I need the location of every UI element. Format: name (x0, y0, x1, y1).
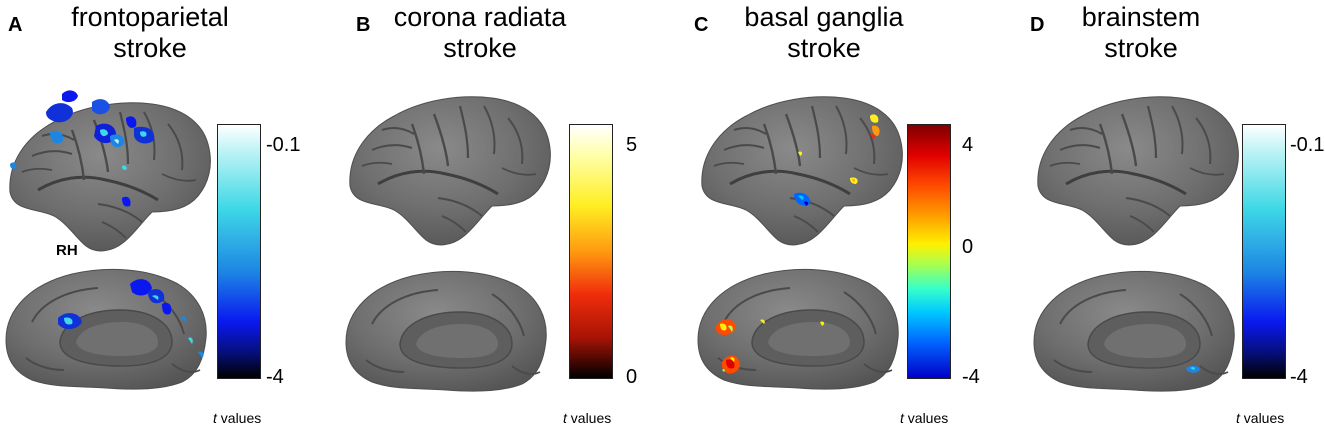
t-symbol: t (563, 410, 567, 426)
panel-title-line2: stroke (787, 33, 861, 63)
panel-b: B corona radiata stroke 5 0 t values (340, 0, 671, 430)
activation-clusters (716, 319, 825, 374)
panel-title: frontoparietal stroke (50, 2, 250, 64)
colorbar (907, 124, 951, 379)
panel-title: corona radiata stroke (380, 2, 580, 64)
medial-brain-surface (697, 268, 900, 391)
activation-clusters (10, 90, 155, 207)
lateral-brain-surface (348, 95, 552, 247)
panel-letter: C (694, 14, 709, 36)
activation-clusters (794, 114, 880, 206)
colorbar-min-label: -4 (962, 366, 980, 388)
colorbar (569, 124, 613, 379)
panel-d: D brainstem stroke -0.1 -4 t values (1026, 0, 1325, 430)
colorbar-max-label: 5 (626, 134, 638, 156)
colorbar-unit-label: t values (900, 410, 948, 426)
hemisphere-label: RH (56, 242, 78, 259)
panel-a: A frontoparietal stroke RH (0, 0, 331, 430)
colorbar-max-label: -0.1 (1290, 134, 1325, 156)
medial-brain-surface (5, 268, 208, 391)
panel-title: basal ganglia stroke (724, 2, 924, 64)
unit-text: values (907, 410, 949, 426)
panel-letter: A (8, 14, 23, 36)
panel-letter: D (1030, 14, 1045, 36)
panel-title-line2: stroke (1104, 33, 1178, 63)
colorbar-unit-label: t values (213, 410, 261, 426)
panel-title-line1: basal ganglia (744, 2, 904, 32)
colorbar-unit-label: t values (563, 410, 611, 426)
panel-title-line1: frontoparietal (71, 2, 229, 32)
panel-title-line2: stroke (113, 33, 187, 63)
colorbar-unit-label: t values (1236, 410, 1284, 426)
panel-title: brainstem stroke (1046, 2, 1236, 64)
panel-c: C basal ganglia stroke (688, 0, 1019, 430)
medial-brain-surface (345, 270, 548, 393)
medial-brain-surface (1033, 270, 1236, 393)
colorbar-min-label: -4 (266, 366, 284, 388)
activation-clusters (58, 279, 204, 358)
colorbar-max-label: 4 (962, 134, 974, 156)
lateral-brain-surface (700, 95, 904, 247)
lateral-brain-surface (1036, 95, 1240, 247)
panel-title-line1: brainstem (1081, 2, 1201, 32)
t-symbol: t (1236, 410, 1240, 426)
t-symbol: t (900, 410, 904, 426)
colorbar-min-label: 0 (626, 366, 638, 388)
colorbar-min-label: -4 (1290, 366, 1308, 388)
panel-title-line2: stroke (443, 33, 517, 63)
colorbar-max-label: -0.1 (266, 134, 301, 156)
unit-text: values (570, 410, 612, 426)
colorbar-mid-label: 0 (962, 236, 974, 258)
lateral-brain-surface (8, 90, 212, 253)
panel-title-line1: corona radiata (393, 2, 567, 32)
colorbar (217, 124, 261, 379)
t-symbol: t (213, 410, 217, 426)
colorbar (1242, 124, 1286, 379)
unit-text: values (220, 410, 262, 426)
panel-letter: B (356, 14, 371, 36)
unit-text: values (1243, 410, 1285, 426)
activation-clusters (1186, 365, 1200, 373)
